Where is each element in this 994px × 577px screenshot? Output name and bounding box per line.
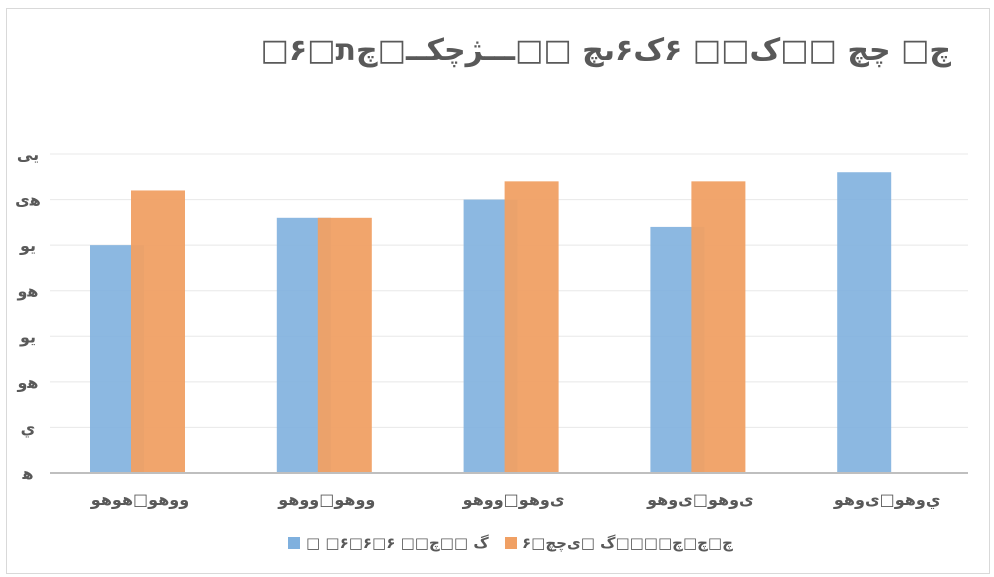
legend-swatch-series2 [505,537,517,549]
bar-series2 [131,190,185,473]
legend-label-series2: ۶□چ□چ□چ□□□□گ □ى‌چچ [522,534,733,553]
bar-series2 [317,217,372,473]
y-tick-label: ﻫى [15,191,41,210]
chart-title: □۶□چ□ چچ □□ک□□ ۶ک۶ىچ □□ـــژچکــ□چ‌ת [260,33,951,68]
y-tick-label: ﻫو [16,373,38,392]
x-tick-label: وو‌هو□ووهو [277,490,375,509]
y-tick-label: ي [21,418,36,438]
bar-series2 [691,181,746,474]
y-tick-label: يو [19,236,36,255]
legend-swatch-series1 [288,537,300,549]
x-tick-label: ي‌وهو□ى‌وهو [833,490,941,510]
y-tick-label: ﻫو [16,282,38,301]
y-tick-label: يى [17,145,39,164]
bar-series2 [504,181,559,474]
y-tick-label: ﻫ [21,464,33,483]
x-tick-label: وو‌هو□هوهو [90,490,189,509]
x-tick-label: ى‌وهو□ووهو [462,490,565,509]
x-tick-label: ى‌وهو□ى‌وهو [646,490,754,509]
y-tick-label: يو [19,327,36,346]
legend-label-series1: □ □۶□۶□۶ □□گ □□چ‌ [306,534,489,552]
bar-series1 [837,172,892,473]
